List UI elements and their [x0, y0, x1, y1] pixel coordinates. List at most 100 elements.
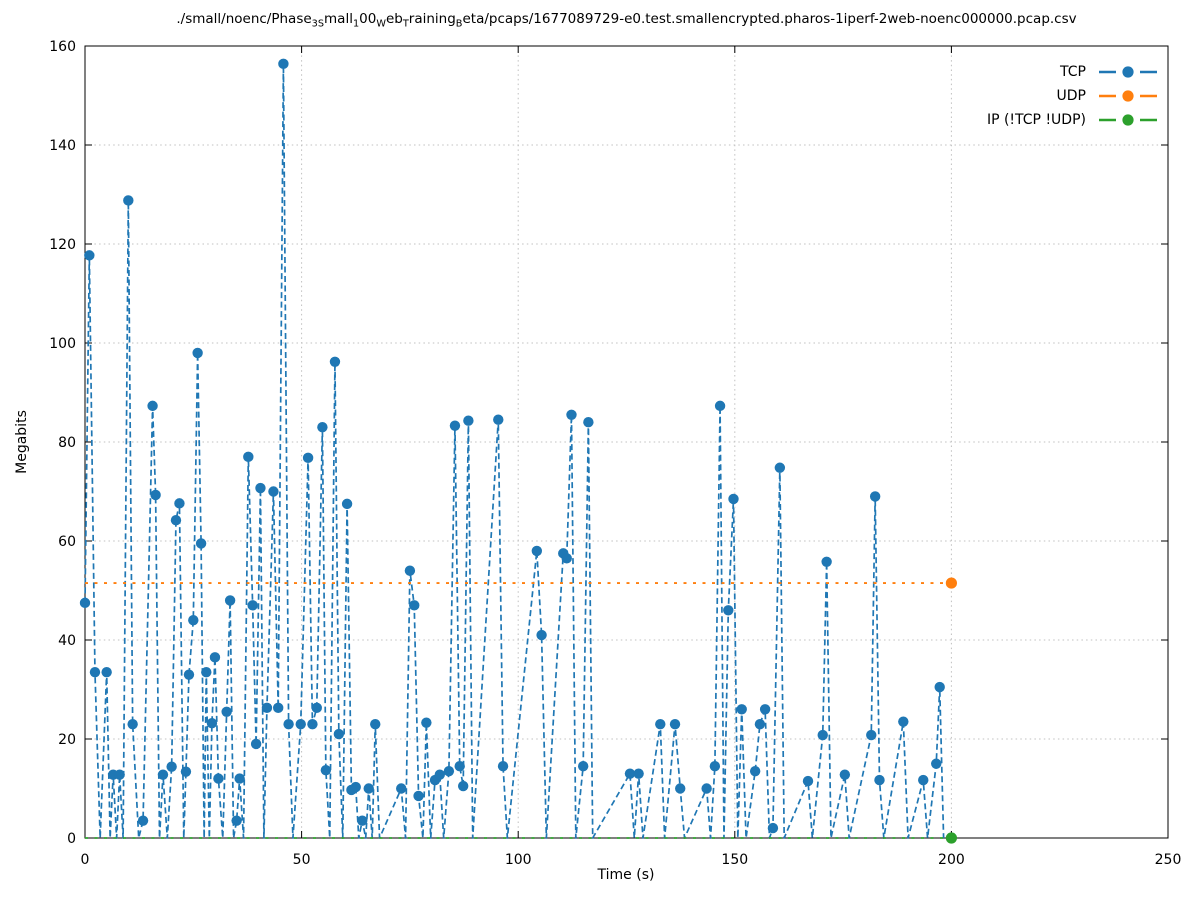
tcp-point	[749, 765, 761, 777]
legend-row-udp: UDP	[987, 85, 1158, 107]
tcp-point	[624, 768, 636, 779]
tcp-point	[295, 718, 306, 730]
y-tick-label: 20	[58, 732, 76, 748]
grid-lines	[84, 45, 1169, 839]
tcp-point	[250, 738, 262, 750]
legend-marker	[1122, 66, 1134, 78]
tcp-point	[370, 718, 381, 730]
tcp-point	[633, 768, 644, 779]
tcp-point	[170, 515, 182, 526]
tcp-point	[675, 783, 686, 794]
title-subscript-segment: T	[402, 18, 409, 30]
tcp-point	[363, 783, 374, 794]
tcp-point	[728, 493, 739, 505]
tcp-point	[669, 718, 681, 730]
legend-label: TCP	[1060, 64, 1086, 80]
tcp-point	[449, 420, 461, 431]
title-segment: 00	[359, 11, 377, 27]
tcp-point	[493, 414, 504, 425]
tcp-series	[79, 58, 945, 839]
tcp-point	[183, 669, 195, 680]
tcp-point	[261, 702, 273, 714]
y-tick-label: 120	[49, 237, 76, 253]
tcp-point	[898, 716, 909, 727]
tcp-point	[421, 717, 432, 728]
tcp-point	[931, 758, 942, 769]
tcp-point	[195, 538, 207, 549]
tcp-point	[709, 761, 721, 772]
tcp-point	[114, 769, 125, 780]
tcp-point	[147, 400, 158, 412]
tcp-point	[101, 666, 112, 678]
tcp-point	[821, 556, 832, 567]
legend-row-ip-tcp-udp: IP (!TCP !UDP)	[987, 109, 1158, 131]
tcp-point	[89, 666, 101, 678]
legend-sample	[1099, 90, 1157, 102]
tcp-point	[206, 717, 218, 729]
tcp-point	[655, 718, 666, 730]
ip-series	[85, 832, 958, 844]
y-tick-label: 140	[49, 138, 76, 154]
tcp-point	[802, 775, 814, 787]
x-tick-label: 200	[938, 852, 965, 868]
x-axis-label: Time (s)	[597, 867, 655, 883]
tcp-point	[723, 605, 734, 616]
x-tick-label: 250	[1155, 852, 1182, 868]
tcp-point	[754, 718, 766, 730]
legend: TCP UDP IP (!TCP !UDP)	[984, 61, 1160, 131]
x-tick-label: 50	[293, 852, 311, 868]
tcp-point	[137, 815, 149, 826]
title-subscript-segment: B	[455, 18, 463, 30]
tcp-point	[84, 250, 95, 261]
chart-title: ./small/noenc/Phase3Small100WebTrainingB…	[85, 11, 1168, 30]
tcp-point	[443, 765, 455, 777]
tcp-point	[283, 718, 294, 730]
tcp-point	[736, 704, 747, 715]
tcp-point	[209, 652, 221, 663]
tcp-point	[278, 58, 289, 70]
tcp-point	[918, 774, 929, 786]
tcp-point	[874, 774, 885, 786]
tcp-point	[839, 769, 851, 780]
title-segment: eta/pcaps/1677089729-e0.test.smallencryp…	[462, 11, 1077, 27]
axis-ticks	[84, 45, 1169, 839]
tcp-point	[536, 629, 547, 641]
title-subscript-segment: 3S	[311, 18, 325, 30]
title-segment: eb	[385, 11, 403, 27]
tcp-point	[192, 347, 203, 359]
tcp-point	[79, 597, 91, 609]
y-tick-label: 160	[49, 39, 76, 55]
tcp-point	[255, 482, 266, 494]
y-tick-label: 100	[49, 336, 76, 352]
y-tick-label: 60	[58, 534, 76, 550]
tcp-point	[157, 769, 169, 780]
title-segment: mall	[324, 11, 353, 27]
tcp-point	[320, 764, 332, 776]
tcp-point	[127, 718, 138, 730]
legend-marker	[1122, 114, 1134, 126]
tcp-point	[396, 783, 407, 794]
title-segment: raining	[408, 11, 456, 27]
tcp-point	[180, 766, 192, 777]
title-subscript-segment: 1	[352, 18, 360, 30]
tcp-point	[817, 729, 828, 741]
tcp-point	[413, 790, 424, 802]
legend-marker	[1122, 90, 1134, 102]
tcp-point	[714, 400, 726, 412]
y-tick-label: 80	[58, 435, 76, 451]
tcp-point	[307, 718, 318, 730]
tcp-point	[247, 600, 258, 611]
legend-label: UDP	[1056, 88, 1086, 104]
tcp-point	[497, 761, 509, 772]
tcp-point	[457, 780, 469, 792]
tcp-point	[357, 815, 368, 826]
tcp-point	[577, 761, 589, 772]
legend-label: IP (!TCP !UDP)	[986, 112, 1086, 128]
tcp-point	[221, 706, 232, 717]
tcp-point	[583, 417, 594, 428]
tcp-point	[333, 728, 345, 740]
tcp-point	[701, 783, 712, 794]
tcp-point	[463, 415, 474, 426]
ip-point	[945, 832, 958, 844]
